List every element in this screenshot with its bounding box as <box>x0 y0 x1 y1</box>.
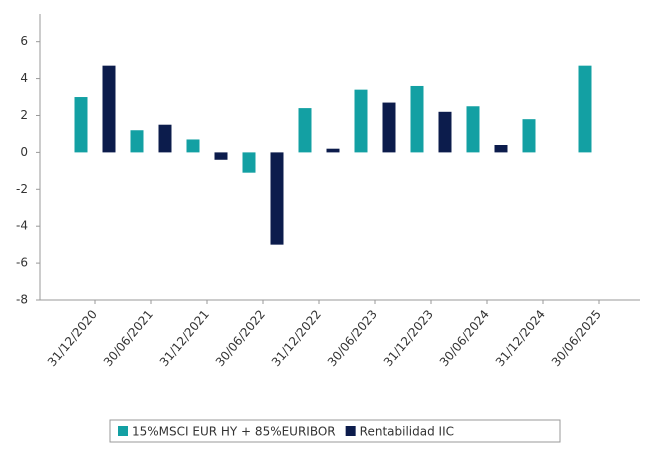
bar <box>158 124 172 153</box>
bar <box>74 97 88 153</box>
bar <box>438 111 452 153</box>
y-tick-label: 4 <box>20 71 28 85</box>
x-tick-label: 30/06/2022 <box>213 307 268 369</box>
bar <box>186 139 200 153</box>
bar <box>270 152 284 245</box>
x-tick-label: 30/06/2025 <box>549 307 604 369</box>
bar <box>242 152 256 173</box>
y-tick-label: -6 <box>16 256 28 270</box>
y-tick-label: -2 <box>16 182 28 196</box>
bar <box>298 108 312 153</box>
x-tick-label: 31/12/2023 <box>381 307 436 369</box>
bar <box>578 65 592 153</box>
bar <box>410 85 424 153</box>
bar <box>522 119 536 153</box>
legend-swatch <box>118 426 128 436</box>
y-tick-label: -8 <box>16 293 28 307</box>
x-tick-label: 31/12/2022 <box>269 307 324 369</box>
bar <box>102 65 116 153</box>
bar <box>466 106 480 153</box>
bar <box>214 152 228 160</box>
y-tick-label: -4 <box>16 219 28 233</box>
bar <box>494 145 508 153</box>
y-tick-label: 2 <box>20 108 28 122</box>
x-tick-label: 30/06/2023 <box>325 307 380 369</box>
legend-box <box>109 419 561 443</box>
x-tick-label: 30/06/2024 <box>437 307 492 369</box>
y-tick-label: 6 <box>20 34 28 48</box>
x-tick-label: 31/12/2024 <box>493 307 548 369</box>
x-tick-label: 31/12/2020 <box>45 307 100 369</box>
legend-label: 15%MSCI EUR HY + 85%EURIBOR <box>132 425 336 439</box>
legend-label: Rentabilidad IIC <box>360 425 454 439</box>
y-tick-label: 0 <box>20 145 28 159</box>
bar <box>354 89 368 153</box>
legend-swatch <box>345 426 356 436</box>
x-tick-label: 31/12/2021 <box>157 307 212 369</box>
bar <box>382 102 396 153</box>
bar <box>130 130 144 153</box>
x-tick-label: 30/06/2021 <box>101 307 156 369</box>
bar <box>326 148 340 153</box>
